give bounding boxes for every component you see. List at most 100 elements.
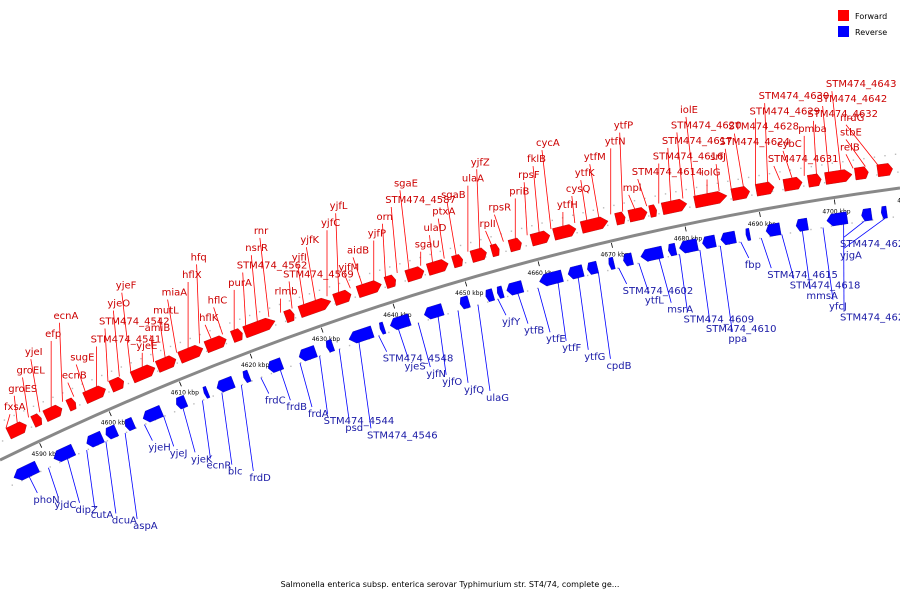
leader-line-fklb xyxy=(532,166,540,233)
gene-label-stm474-4630: STM474_4630 xyxy=(759,91,830,102)
leader-line-yjfy xyxy=(497,299,507,316)
leader-line-ytfl xyxy=(638,263,650,294)
track-dot xyxy=(810,165,813,168)
track-dot xyxy=(658,213,660,215)
forward-gene-arrow-8 xyxy=(177,345,204,364)
leader-line-yfcj xyxy=(822,227,834,300)
track-dot xyxy=(150,353,152,356)
forward-gene-arrow-25 xyxy=(579,216,609,234)
track-dot xyxy=(459,244,462,247)
leader-line-stm474-4632 xyxy=(813,120,817,174)
track-dot xyxy=(536,287,539,290)
gene-label-cybc: cybC xyxy=(777,139,802,150)
gene-label-frda: frdA xyxy=(308,409,329,420)
reverse-gene-arrow-16 xyxy=(423,303,445,320)
track-dot xyxy=(125,431,128,433)
legend-label-forward: Forward xyxy=(855,12,887,21)
gene-label-hflc: hflC xyxy=(208,295,228,306)
reverse-gene-arrow-31 xyxy=(745,228,752,241)
gene-label-ytfh: ytfH xyxy=(557,200,578,211)
track-dot xyxy=(771,190,774,193)
track-dot xyxy=(730,198,732,200)
leader-line-yjfq xyxy=(457,310,469,383)
gene-label-groes: groES xyxy=(8,384,37,395)
gene-label-aspa: aspA xyxy=(133,521,158,532)
leader-line-ppa xyxy=(719,245,733,332)
gene-label-yjfy: yjfY xyxy=(502,317,521,328)
track-dot xyxy=(348,344,351,347)
leader-line-stm474-4643 xyxy=(831,91,842,171)
gene-label-pura: purA xyxy=(228,278,252,289)
leader-line-ytfk xyxy=(580,180,588,221)
track-dot xyxy=(42,401,44,403)
gene-label-yjdc: yjdC xyxy=(54,500,76,511)
reverse-gene-arrow-0 xyxy=(13,460,41,481)
gene-label-stm474-4628: STM474_4628 xyxy=(728,122,799,133)
track-dot xyxy=(81,383,83,385)
track-dot xyxy=(505,250,507,253)
gene-label-efp: efp xyxy=(45,329,61,340)
track-dot xyxy=(388,331,390,334)
track-dot xyxy=(490,236,492,238)
gene-label-cuta: cutA xyxy=(91,510,114,521)
label-leader-lines xyxy=(5,91,886,519)
gene-label-phon: phoN xyxy=(33,495,59,506)
leader-line-stm474-4610 xyxy=(699,249,711,323)
track-dot xyxy=(206,350,208,352)
track-dot xyxy=(769,235,771,238)
track-dot xyxy=(120,366,123,368)
leader-line-stm474-4624 xyxy=(724,148,732,189)
leader-line-stm474-4548 xyxy=(378,335,388,352)
track-dot xyxy=(275,324,277,326)
forward-gene-arrow-28 xyxy=(648,204,657,218)
leader-line-fbp xyxy=(740,241,750,259)
leader-line-yjfo xyxy=(437,316,447,375)
leader-line-stm474-4569 xyxy=(288,281,293,309)
track-dot xyxy=(830,225,833,227)
gene-label-ytfn: ytfN xyxy=(605,136,626,147)
reverse-gene-arrow-7 xyxy=(202,385,211,399)
track-dot xyxy=(861,220,864,223)
track-dot xyxy=(863,157,865,160)
gene-label-dcua: dcuA xyxy=(112,515,137,526)
leader-line-yjga xyxy=(843,217,886,249)
gene-label-yjeo: yjeO xyxy=(107,299,130,310)
track-dot xyxy=(592,209,595,211)
gene-label-cysq: cysQ xyxy=(566,184,591,195)
leader-line-aidb xyxy=(352,257,363,285)
track-dot xyxy=(685,188,687,191)
track-dot xyxy=(270,372,273,375)
forward-gene-arrow-37 xyxy=(876,163,893,178)
leader-line-ytfe xyxy=(537,288,551,333)
gene-label-frdd: frdD xyxy=(249,473,271,484)
legend: Forward Reverse xyxy=(838,10,887,37)
track-dot xyxy=(439,250,441,253)
tick-mark-4660-kbp xyxy=(537,261,540,267)
forward-gene-arrow-16 xyxy=(383,274,397,289)
track-dot xyxy=(758,174,760,177)
gene-label-rpsr: rpsR xyxy=(488,203,511,214)
track-dot xyxy=(348,279,351,281)
leader-line-stm474-4617 xyxy=(667,147,672,201)
gene-label-rlmb: rlmb xyxy=(274,287,297,298)
track-dot xyxy=(409,259,411,262)
forward-gene-arrow-5 xyxy=(108,376,125,393)
track-dot xyxy=(821,164,823,166)
tick-mark-4630-kbp xyxy=(320,327,324,333)
track-dot xyxy=(199,333,201,336)
forward-gene-arrow-1 xyxy=(30,413,43,428)
gene-label-stm474-4620: STM474_4620 xyxy=(671,120,742,131)
reverse-gene-arrow-6 xyxy=(176,394,189,410)
track-dot xyxy=(299,362,302,364)
track-dot xyxy=(520,227,523,230)
tick-mark-4610-kbp xyxy=(179,381,182,387)
leader-line-ytfg xyxy=(577,277,589,350)
track-dot xyxy=(654,195,656,197)
track-dot xyxy=(789,169,792,171)
tick-label-4690-kbp: 4690 kbp xyxy=(748,221,776,228)
gene-label-yjes: yjeS xyxy=(404,361,425,372)
gene-label-blc: blc xyxy=(228,467,243,478)
track-dot xyxy=(404,280,406,282)
track-dot xyxy=(525,245,527,247)
track-dot xyxy=(582,212,584,214)
